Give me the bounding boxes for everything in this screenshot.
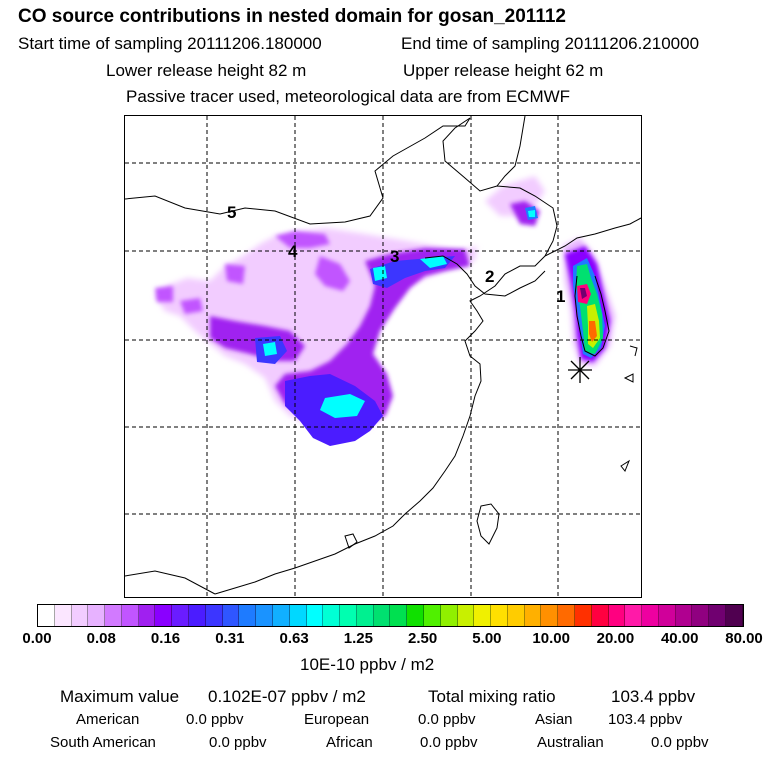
colorbar-tick-label: 80.00 bbox=[725, 630, 763, 647]
colorbar-cell bbox=[507, 605, 525, 626]
colorbar-cell bbox=[356, 605, 374, 626]
colorbar-cell bbox=[138, 605, 156, 626]
colorbar-cell bbox=[440, 605, 458, 626]
region-label-5: 5 bbox=[227, 203, 236, 222]
region-asian-name: Asian bbox=[535, 711, 573, 728]
colorbar-cell bbox=[625, 605, 643, 626]
region-african-value: 0.0 ppbv bbox=[420, 734, 478, 751]
region-label-3: 3 bbox=[390, 247, 399, 266]
colorbar-tick-label: 0.63 bbox=[279, 630, 309, 647]
plume-high bbox=[255, 206, 605, 446]
colorbar-cell bbox=[71, 605, 89, 626]
colorbar-cell bbox=[407, 605, 424, 626]
colorbar-cell bbox=[726, 605, 743, 626]
colorbar-tick-label: 0.31 bbox=[215, 630, 245, 647]
colorbar-tick-label: 1.25 bbox=[343, 630, 373, 647]
colorbar-tick-label: 40.00 bbox=[660, 630, 699, 647]
receptor-star-icon bbox=[568, 357, 592, 383]
colorbar-cell bbox=[709, 605, 727, 626]
colorbar-cell bbox=[155, 605, 173, 626]
region-asian-value: 103.4 ppbv bbox=[608, 711, 683, 728]
colorbar-cell bbox=[591, 605, 609, 626]
upper-release-label: Upper release height 62 m bbox=[403, 61, 604, 80]
colorbar-cell bbox=[256, 605, 273, 626]
region-european-value: 0.0 ppbv bbox=[418, 711, 476, 728]
colorbar-cell bbox=[457, 605, 475, 626]
colorbar-cell bbox=[88, 605, 106, 626]
colorbar-cell bbox=[54, 605, 72, 626]
colorbar-cell bbox=[642, 605, 659, 626]
colorbar-cell bbox=[692, 605, 710, 626]
colorbar-cell bbox=[575, 605, 592, 626]
end-time-label: End time of sampling 20111206.210000 bbox=[401, 34, 700, 53]
colorbar-tick-label: 2.50 bbox=[408, 630, 438, 647]
graticule bbox=[125, 116, 641, 597]
tracer-note: Passive tracer used, meteorological data… bbox=[126, 87, 571, 106]
region-australian-value: 0.0 ppbv bbox=[651, 734, 709, 751]
colorbar-cell bbox=[373, 605, 391, 626]
colorbar-cell bbox=[38, 605, 55, 626]
plot-title: CO source contributions in nested domain… bbox=[18, 6, 566, 27]
colorbar-cell bbox=[474, 605, 492, 626]
colorbar-cell bbox=[423, 605, 441, 626]
lower-release-label: Lower release height 82 m bbox=[106, 61, 307, 80]
colorbar-cell bbox=[272, 605, 290, 626]
colorbar-tick-label: 0.08 bbox=[86, 630, 116, 647]
region-south-american-name: South American bbox=[50, 734, 156, 751]
colorbar-tick-label: 0.16 bbox=[150, 630, 181, 647]
colorbar-cell bbox=[105, 605, 122, 626]
colorbar-cell bbox=[172, 605, 190, 626]
colorbar-cell bbox=[340, 605, 357, 626]
colorbar-cell bbox=[222, 605, 240, 626]
colorbar-cell bbox=[306, 605, 324, 626]
colorbar-units: 10E-10 ppbv / m2 bbox=[300, 655, 435, 674]
map-panel: 1 2 3 4 5 bbox=[124, 115, 642, 598]
colorbar-cell bbox=[390, 605, 408, 626]
colorbar-cell bbox=[121, 605, 139, 626]
region-label-1: 1 bbox=[556, 287, 565, 306]
colorbar-cell bbox=[491, 605, 508, 626]
map-canvas: 1 2 3 4 5 bbox=[125, 116, 641, 597]
colorbar-cell bbox=[541, 605, 559, 626]
region-african-name: African bbox=[326, 734, 373, 751]
total-mixing-ratio-value: 103.4 ppbv bbox=[611, 687, 696, 706]
colorbar-cell bbox=[239, 605, 257, 626]
colorbar-cell bbox=[558, 605, 575, 626]
colorbar-cell bbox=[289, 605, 307, 626]
start-time-label: Start time of sampling 20111206.180000 bbox=[18, 34, 322, 53]
region-american-value: 0.0 ppbv bbox=[186, 711, 244, 728]
region-american-name: American bbox=[76, 711, 140, 728]
colorbar-cell bbox=[323, 605, 341, 626]
colorbar-cell bbox=[675, 605, 693, 626]
max-value-label: Maximum value bbox=[60, 687, 180, 706]
region-australian-name: Australian bbox=[537, 734, 604, 751]
region-south-american-value: 0.0 ppbv bbox=[209, 734, 267, 751]
colorbar-tick-label: 5.00 bbox=[472, 630, 502, 647]
colorbar-cell bbox=[205, 605, 223, 626]
colorbar bbox=[37, 604, 744, 627]
region-label-4: 4 bbox=[288, 242, 298, 261]
colorbar-cell bbox=[608, 605, 626, 626]
colorbar-tick-label: 10.00 bbox=[532, 630, 570, 647]
coastlines bbox=[125, 116, 641, 595]
region-label-2: 2 bbox=[485, 267, 494, 286]
max-value: 0.102E-07 ppbv / m2 bbox=[208, 687, 366, 706]
colorbar-cell bbox=[524, 605, 542, 626]
total-mixing-ratio-label: Total mixing ratio bbox=[428, 687, 556, 706]
colorbar-tick-label: 0.00 bbox=[22, 630, 52, 647]
colorbar-tick-label: 20.00 bbox=[596, 630, 635, 647]
colorbar-cell bbox=[658, 605, 676, 626]
region-european-name: European bbox=[304, 711, 370, 728]
colorbar-cell bbox=[189, 605, 206, 626]
